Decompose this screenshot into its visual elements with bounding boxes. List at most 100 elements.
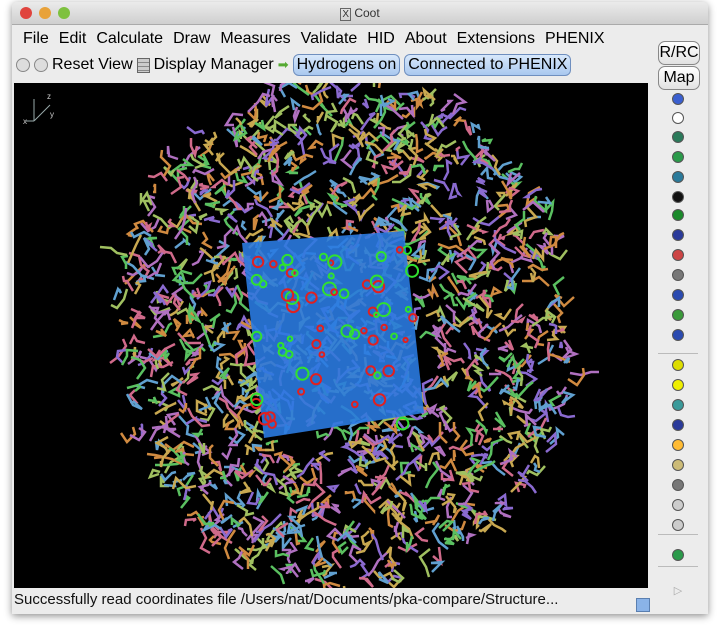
stop-icon[interactable] — [34, 58, 48, 72]
electron-density-map — [242, 231, 424, 438]
difference-map-blob — [390, 332, 398, 341]
auto-fit-rotamer-icon[interactable] — [672, 209, 684, 221]
difference-map-blob — [369, 274, 384, 289]
difference-map-blob — [373, 371, 382, 380]
menu-bar: File Edit Calculate Draw Measures Valida… — [18, 27, 610, 51]
display-manager-icon — [136, 57, 150, 73]
menu-draw[interactable]: Draw — [173, 30, 211, 47]
title-bar: X Coot — [12, 2, 708, 25]
axis-x-label: x — [23, 117, 27, 126]
difference-map-blob — [280, 288, 295, 302]
menu-measures[interactable]: Measures — [220, 30, 291, 47]
sphere-refine-icon[interactable] — [672, 93, 684, 105]
trash-icon[interactable] — [672, 519, 684, 531]
difference-map-blob — [291, 269, 299, 277]
difference-map-blob — [375, 250, 387, 263]
add-alt-conf-icon[interactable] — [672, 399, 684, 411]
difference-map-blob — [295, 366, 310, 381]
play-icon[interactable]: ▷ — [673, 585, 683, 597]
side-chain-180-icon[interactable] — [672, 309, 684, 321]
edit-chi-icon[interactable] — [672, 249, 684, 261]
difference-map-blob — [373, 311, 380, 319]
menu-about[interactable]: About — [404, 30, 447, 47]
minimize-button[interactable] — [39, 7, 51, 19]
protein-bonds — [99, 83, 599, 588]
difference-map-blob — [382, 364, 396, 378]
reset-view-button[interactable]: Reset View — [52, 56, 133, 73]
menu-edit[interactable]: Edit — [58, 30, 87, 47]
redo-icon[interactable] — [672, 499, 684, 511]
toolbar-separator — [658, 353, 698, 354]
mutate-icon[interactable] — [672, 419, 684, 431]
map-button[interactable]: Map — [658, 66, 700, 90]
expand-arrow-icon[interactable] — [672, 191, 684, 203]
difference-map-blob — [395, 245, 404, 254]
phenix-connection-button[interactable]: Connected to PHENIX — [404, 54, 572, 76]
rotate-translate-icon[interactable] — [672, 549, 684, 561]
axis-y-label: y — [50, 110, 54, 119]
anchor-icon[interactable] — [672, 131, 684, 143]
cis-trans-icon[interactable] — [672, 329, 684, 341]
forward-icon[interactable] — [16, 58, 30, 72]
green-arrow-icon: ➡ — [277, 57, 289, 72]
close-button[interactable] — [20, 7, 32, 19]
difference-map-blob — [404, 305, 412, 313]
rigid-body-fit-residues-icon[interactable] — [672, 171, 684, 183]
clock-regularize-icon[interactable] — [672, 112, 684, 124]
difference-map-blob — [340, 324, 354, 338]
side-toolbar: R/RC Map ▷ — [652, 38, 708, 612]
difference-map-blob — [327, 272, 335, 280]
difference-map-blob — [367, 306, 378, 317]
difference-map-blob — [285, 298, 301, 314]
difference-map-blob — [348, 328, 361, 340]
difference-map-blob — [318, 351, 326, 358]
hydrogens-toggle[interactable]: Hydrogens on — [292, 54, 401, 76]
rigid-body-fit-icon[interactable] — [672, 151, 684, 163]
difference-map-blob — [367, 334, 379, 346]
main-toolbar: Reset View Display Manager ➡ Hydrogens o… — [16, 54, 572, 76]
difference-map-blob — [338, 288, 350, 300]
status-bar-message: Successfully read coordinates file /User… — [14, 591, 559, 608]
difference-map-blob — [330, 288, 338, 296]
difference-map-blob — [277, 346, 288, 357]
difference-map-blob — [405, 263, 420, 278]
difference-map-blob — [286, 335, 294, 342]
difference-map-blob — [281, 253, 294, 267]
difference-map-blob — [327, 254, 343, 270]
graphics-viewport[interactable]: z y x — [14, 83, 648, 588]
delete-icon[interactable] — [672, 379, 684, 391]
axis-z-label: z — [47, 92, 51, 101]
difference-map-blob — [250, 273, 263, 286]
status-indicator-icon — [636, 598, 650, 612]
menu-hid[interactable]: HID — [367, 30, 395, 47]
difference-map-blob — [269, 259, 278, 269]
menu-phenix[interactable]: PHENIX — [544, 30, 605, 47]
difference-map-blob — [380, 323, 388, 332]
menu-extensions[interactable]: Extensions — [456, 30, 535, 47]
add-terminal-residue-icon[interactable] — [672, 439, 684, 451]
difference-map-blob — [395, 416, 410, 431]
flip-peptide-icon[interactable] — [672, 289, 684, 301]
menu-validate[interactable]: Validate — [300, 30, 358, 47]
molecule-render: z y x — [23, 83, 599, 588]
difference-map-blob — [402, 336, 409, 344]
zoom-button[interactable] — [58, 7, 70, 19]
difference-map-blob — [318, 252, 328, 262]
difference-map-blob — [372, 393, 387, 407]
window-title: Coot — [354, 6, 380, 20]
place-atom-icon[interactable] — [672, 359, 684, 371]
torsion-general-icon[interactable] — [672, 269, 684, 281]
undo-icon[interactable] — [672, 479, 684, 491]
rrc-button[interactable]: R/RC — [658, 41, 700, 65]
difference-map-blob — [251, 330, 263, 343]
menu-file[interactable]: File — [23, 30, 49, 47]
difference-map-blob — [360, 327, 368, 335]
display-manager-button[interactable]: Display Manager — [153, 56, 274, 73]
rotamers-icon[interactable] — [672, 229, 684, 241]
merge-icon[interactable] — [672, 459, 684, 471]
difference-map-blob — [285, 268, 296, 279]
difference-map-blob — [278, 263, 287, 272]
difference-map-blob — [408, 313, 418, 323]
menu-calculate[interactable]: Calculate — [96, 30, 164, 47]
toolbar-separator — [658, 566, 698, 567]
